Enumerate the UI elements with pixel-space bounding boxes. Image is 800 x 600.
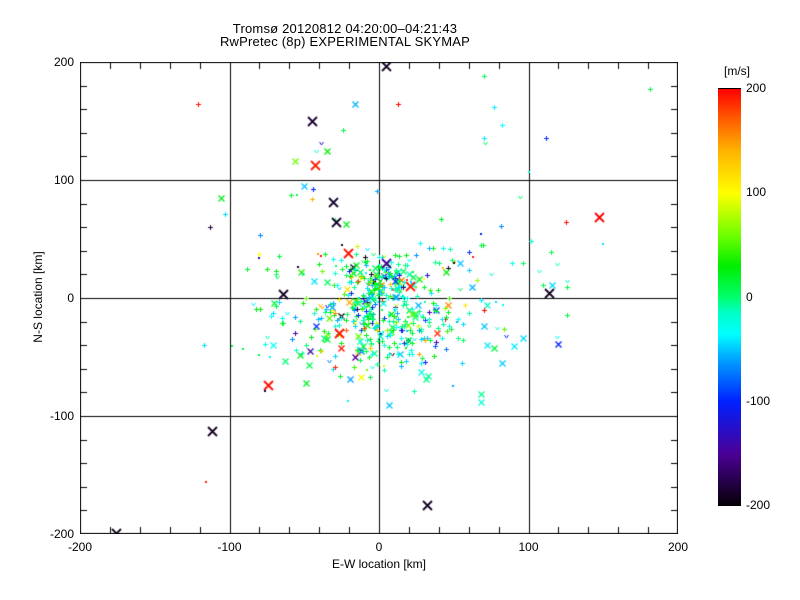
y-axis-title: N-S location [km] (31, 251, 45, 343)
colorbar-gradient (718, 88, 741, 506)
colorbar-tick-label: 200 (746, 81, 767, 95)
colorbar-tick-label: -100 (746, 393, 771, 408)
colorbar-tick-label: 0 (746, 289, 753, 304)
x-tick-label: 200 (667, 540, 689, 554)
plot-title-line2: RwPretec (8p) EXPERIMENTAL SKYMAP (219, 34, 471, 49)
colorbar-tick-label: -200 (746, 498, 771, 512)
x-tick-label: -200 (67, 540, 93, 554)
x-axis-title: E-W location [km] (331, 557, 427, 571)
colorbar-tick-label: 100 (746, 185, 767, 200)
x-tick-label: -100 (217, 540, 242, 554)
y-tick-label: -200 (49, 527, 74, 541)
y-tick-label: -100 (49, 409, 74, 423)
plot-title-line1: Tromsø 20120812 04:20:00–04:21:43 (232, 21, 458, 36)
x-tick-label: 0 (375, 540, 383, 554)
colorbar-unit-label: [m/s] (724, 64, 750, 78)
y-tick-label: 100 (53, 173, 74, 187)
skymap-plot-canvas (80, 62, 678, 534)
y-tick-label: 0 (67, 291, 74, 305)
y-tick-label: 200 (53, 55, 74, 69)
x-tick-label: 100 (518, 540, 539, 554)
